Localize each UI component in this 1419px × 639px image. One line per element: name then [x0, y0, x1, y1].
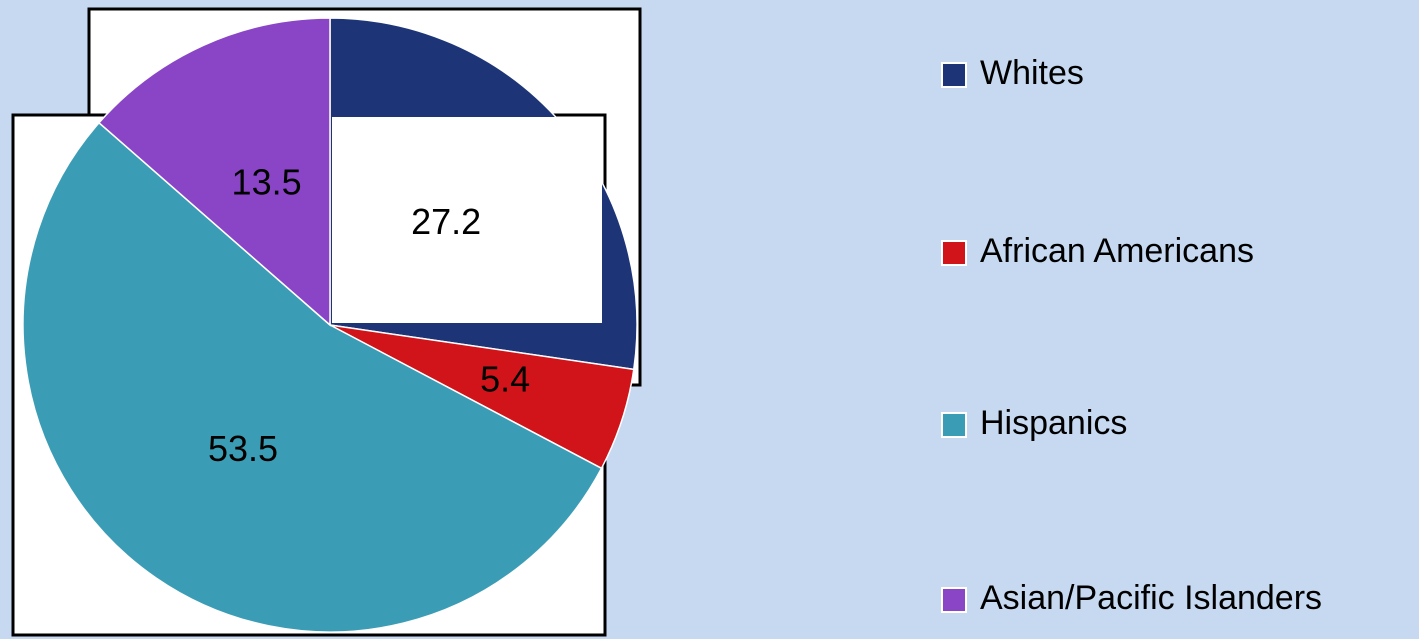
labels: 27.2 5.4 53.5 13.5	[208, 162, 530, 469]
legend-label: Whites	[980, 54, 1084, 92]
legend-swatch	[941, 412, 967, 438]
pie-slice	[97, 17, 331, 327]
data-label: 13.5	[232, 162, 302, 203]
legend: Whites African Americans Hispanics Asian/Pa…	[941, 54, 1322, 617]
legend-label: Asian/Pacific Islanders	[980, 579, 1322, 617]
legend-swatch	[941, 240, 967, 266]
legend-label: African Americans	[980, 232, 1254, 270]
pie-slice	[22, 121, 603, 633]
data-label: 53.5	[208, 428, 278, 469]
overlay	[332, 117, 602, 323]
pie	[22, 17, 638, 633]
data-label: 5.4	[480, 359, 530, 400]
legend-label: Hispanics	[980, 404, 1127, 442]
legend-swatch	[941, 587, 967, 613]
legend-swatch	[941, 62, 967, 88]
data-label: 27.2	[411, 201, 481, 242]
